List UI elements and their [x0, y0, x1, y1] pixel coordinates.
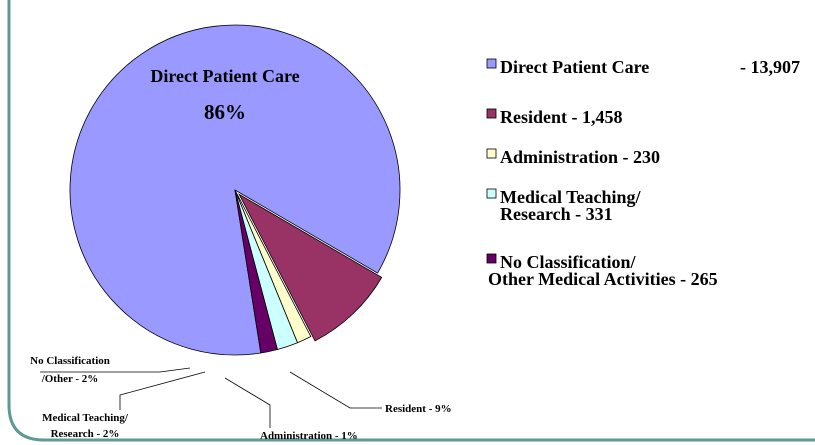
legend-label: Resident - 1,458 [500, 107, 623, 127]
pie-slice [234, 189, 278, 354]
legend-swatch [486, 58, 497, 69]
legend-swatch [486, 148, 497, 159]
legend-label: Research - 331 [500, 204, 613, 224]
slice-label: Medical Teaching/ [42, 412, 129, 424]
slice-label: Direct Patient Care [150, 66, 299, 86]
legend-label: No Classification/ [500, 252, 637, 272]
slide-border [7, 0, 815, 442]
leader-line [289, 371, 382, 409]
slice-label: 86% [204, 100, 246, 124]
legend-label: Administration - 230 [500, 147, 660, 167]
legend-label: Other Medical Activities - 265 [488, 269, 718, 289]
legend-label: Direct Patient Care [500, 57, 649, 77]
leader-line [40, 367, 191, 373]
legend-swatch [486, 108, 497, 119]
slice-label: No Classification [30, 355, 110, 367]
slice-label: /Other - 2% [41, 373, 99, 385]
legend-label: Medical Teaching/ [500, 187, 642, 207]
pie-slice [238, 193, 383, 342]
legend-label: - 13,907 [740, 57, 800, 77]
slice-label: Resident - 9% [385, 403, 452, 415]
slice-label: Research - 2% [51, 428, 120, 440]
leader-line [224, 377, 271, 428]
legend-swatch [486, 253, 497, 264]
slice-label: Administration - 1% [260, 430, 358, 442]
leader-line [119, 371, 206, 410]
legend-swatch [486, 188, 497, 199]
